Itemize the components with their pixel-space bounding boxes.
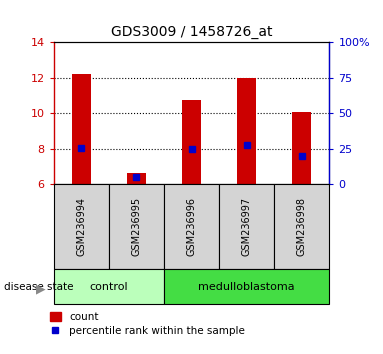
Bar [292, 112, 311, 184]
Text: GSM236995: GSM236995 [131, 197, 141, 256]
Bar [109, 184, 164, 269]
Bar [164, 269, 329, 304]
Bar [237, 78, 256, 184]
Text: GSM236997: GSM236997 [242, 197, 252, 256]
Text: disease state: disease state [4, 282, 73, 292]
Text: control: control [90, 282, 128, 292]
Text: medulloblastoma: medulloblastoma [198, 282, 295, 292]
Text: GSM236996: GSM236996 [187, 197, 196, 256]
Text: GSM236998: GSM236998 [297, 197, 307, 256]
Title: GDS3009 / 1458726_at: GDS3009 / 1458726_at [111, 25, 272, 39]
Bar [54, 184, 109, 269]
Bar [127, 173, 146, 184]
Text: GSM236994: GSM236994 [76, 197, 86, 256]
Bar [164, 184, 219, 269]
Bar [182, 100, 201, 184]
Bar [274, 184, 329, 269]
Bar [54, 269, 164, 304]
Bar [219, 184, 274, 269]
Text: ▶: ▶ [36, 282, 46, 295]
Legend: count, percentile rank within the sample: count, percentile rank within the sample [46, 308, 249, 341]
Bar [72, 74, 91, 184]
